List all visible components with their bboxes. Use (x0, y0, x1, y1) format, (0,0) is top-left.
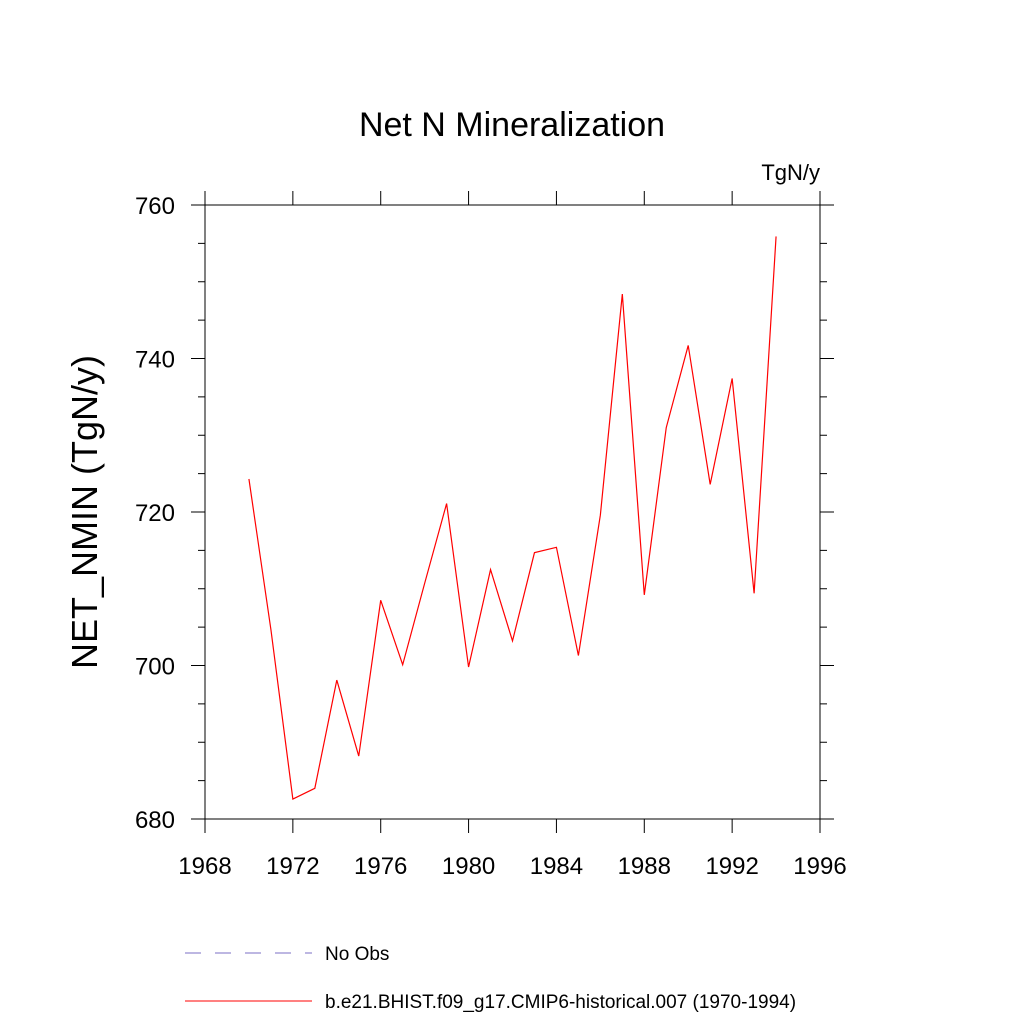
y-tick-label: 760 (135, 193, 175, 220)
chart-title: Net N Mineralization (359, 106, 665, 144)
y-axis-label: NET_NMIN (TgN/y) (64, 355, 105, 669)
legend: No Obs b.e21.BHIST.f09_g17.CMIP6-historic… (185, 944, 796, 1013)
x-tick-label: 1988 (618, 853, 671, 880)
plot-frame (204, 204, 821, 820)
series-line-1 (248, 236, 777, 800)
x-tick-label: 1992 (705, 853, 758, 880)
y-tick-label: 680 (135, 807, 175, 834)
y-tick-label: 700 (135, 654, 175, 681)
x-tick-label: 1972 (266, 853, 319, 880)
legend-label-1: b.e21.BHIST.f09_g17.CMIP6-historical.007… (325, 992, 796, 1013)
x-tick-label: 1980 (442, 853, 495, 880)
y-tick-label: 740 (135, 347, 175, 374)
y-tick-label: 720 (135, 500, 175, 527)
x-tick-label: 1996 (793, 853, 846, 880)
x-tick-label: 1968 (178, 853, 231, 880)
x-tick-label: 1976 (354, 853, 407, 880)
units-label: TgN/y (761, 160, 820, 185)
x-tick-label: 1984 (530, 853, 583, 880)
axis-ticks: 1968 1972 1976 1980 1984 1988 1992 1996 680 700 72… (135, 191, 847, 880)
series-layer (248, 236, 777, 800)
legend-label-0: No Obs (325, 944, 389, 965)
